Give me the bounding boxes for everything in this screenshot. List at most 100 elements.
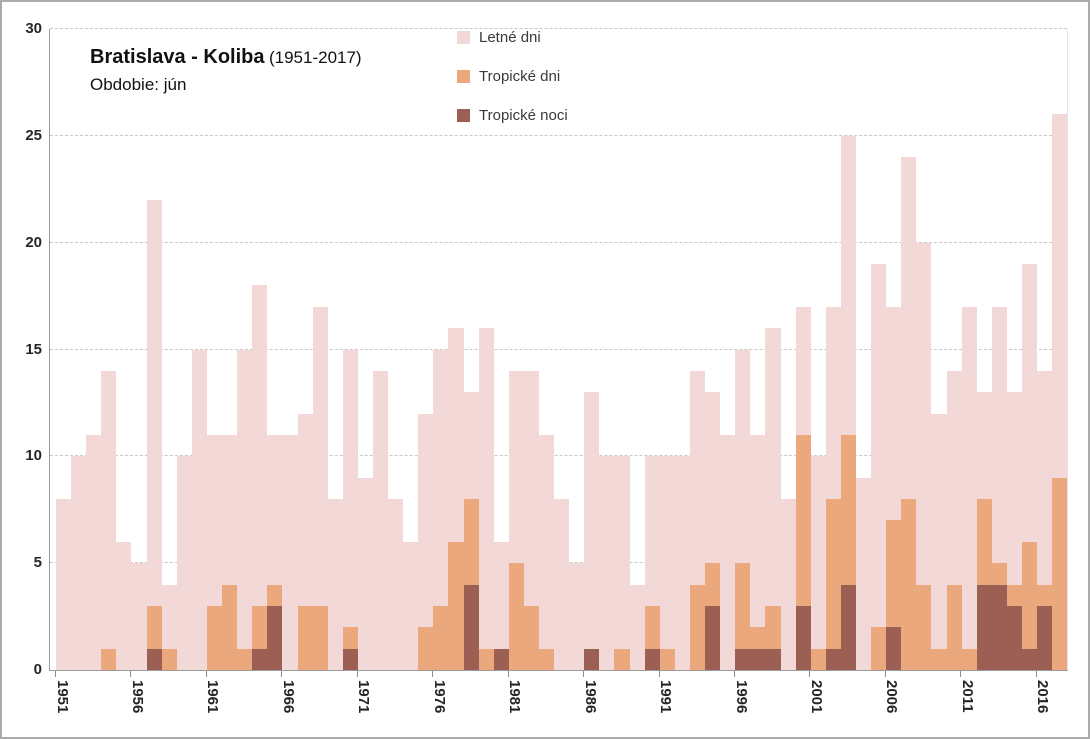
bar-tropicke-dni-1988	[614, 648, 630, 670]
column-1970	[342, 29, 358, 670]
bar-tropicke-noci-1980	[493, 648, 509, 670]
bar-letne-dni-1980	[493, 541, 509, 670]
x-tick-label-2016: 2016	[1034, 680, 1052, 714]
bar-tropicke-noci-2002	[825, 648, 841, 670]
bar-letne-dni-1971	[357, 477, 373, 670]
bar-tropicke-dni-2009	[931, 648, 947, 670]
bar-letne-dni-1991	[659, 456, 675, 670]
x-tick-1991	[658, 671, 660, 677]
bar-tropicke-dni-1983	[539, 648, 555, 670]
bar-letne-dni-1963	[237, 349, 253, 670]
bar-tropicke-noci-1994	[705, 605, 721, 670]
bar-tropicke-noci-1997	[750, 648, 766, 670]
bar-tropicke-dni-1963	[237, 648, 253, 670]
column-2017	[1052, 29, 1068, 670]
bar-tropicke-noci-1970	[342, 648, 358, 670]
x-tick-1956	[130, 671, 132, 677]
column-1981	[508, 29, 524, 670]
bar-letne-dni-1987	[599, 456, 615, 670]
bar-tropicke-dni-2007	[901, 499, 917, 670]
column-1999	[780, 29, 796, 670]
legend-item-tropicke-noci: Tropické noci	[457, 106, 568, 124]
bar-tropicke-noci-1998	[765, 648, 781, 670]
bar-letne-dni-1966	[282, 434, 298, 670]
bar-tropicke-dni-1958	[161, 648, 177, 670]
column-1973	[388, 29, 404, 670]
bar-tropicke-dni-2008	[916, 584, 932, 670]
y-tick-label-5: 5	[33, 554, 42, 572]
column-2004	[855, 29, 872, 670]
column-1952	[71, 29, 87, 670]
bar-tropicke-noci-1957	[146, 648, 162, 670]
bar-letne-dni-1958	[161, 584, 177, 670]
bar-tropicke-noci-1986	[584, 648, 600, 670]
bar-letne-dni-1956	[131, 563, 147, 670]
bar-letne-dni-1982	[523, 370, 539, 670]
column-2010	[946, 29, 962, 670]
y-tick-label-15: 15	[25, 340, 42, 358]
bar-tropicke-dni-2001	[810, 648, 826, 670]
bar-letne-dni-2001	[810, 456, 826, 670]
bar-letne-dni-1957	[146, 199, 162, 670]
bar-letne-dni-2011	[961, 306, 977, 670]
x-tick-1971	[356, 671, 358, 677]
x-tick-label-1966: 1966	[279, 680, 297, 714]
bar-letne-dni-1959	[176, 456, 192, 670]
bar-letne-dni-1984	[554, 499, 570, 670]
column-1958	[161, 29, 177, 670]
x-tick-label-1991: 1991	[657, 680, 675, 714]
column-1954	[101, 29, 117, 670]
column-1961	[206, 29, 223, 670]
bar-tropicke-dni-1976	[433, 605, 449, 670]
bar-tropicke-noci-2015	[1022, 648, 1038, 670]
column-1951	[56, 29, 72, 670]
x-tick-2006	[884, 671, 886, 677]
x-tick-1986	[583, 671, 585, 677]
column-2013	[991, 29, 1007, 670]
column-1994	[705, 29, 721, 670]
chart-title-block: Bratislava - Koliba (1951-2017) Obdobie:…	[90, 46, 362, 95]
column-1969	[327, 29, 343, 670]
bar-tropicke-dni-1991	[659, 648, 675, 670]
gridline-20	[50, 241, 1067, 243]
column-1977	[448, 29, 464, 670]
y-tick-label-10: 10	[25, 447, 42, 465]
x-tick-label-1986: 1986	[581, 680, 599, 714]
legend-item-tropicke-dni: Tropické dni	[457, 67, 568, 85]
column-2015	[1022, 29, 1038, 670]
chart-title-line: Bratislava - Koliba (1951-2017)	[90, 46, 362, 69]
bar-letne-dni-1953	[86, 434, 102, 670]
bar-tropicke-noci-2014	[1006, 605, 1022, 670]
bar-letne-dni-1989	[629, 584, 645, 670]
bar-letne-dni-1951	[56, 499, 72, 670]
bar-tropicke-dni-2015	[1022, 541, 1038, 670]
bar-letne-dni-1974	[403, 541, 419, 670]
x-tick-label-1961: 1961	[204, 680, 222, 714]
column-1962	[222, 29, 238, 670]
y-tick-label-30: 30	[25, 20, 42, 37]
bar-tropicke-noci-2016	[1037, 605, 1053, 670]
x-tick-1951	[55, 671, 56, 677]
bar-tropicke-noci-2000	[795, 605, 811, 670]
column-1959	[176, 29, 192, 670]
bar-tropicke-dni-1962	[222, 584, 238, 670]
bar-letne-dni-1969	[327, 499, 343, 670]
column-2003	[840, 29, 856, 670]
column-1967	[297, 29, 313, 670]
legend-swatch-tropicke-dni	[457, 69, 470, 83]
bar-letne-dni-1979	[478, 328, 494, 670]
column-1968	[312, 29, 328, 670]
column-1974	[403, 29, 419, 670]
bar-letne-dni-1999	[780, 499, 796, 670]
column-1986	[584, 29, 600, 670]
legend-label-tropicke-dni: Tropické dni	[479, 67, 561, 85]
column-1995	[720, 29, 736, 670]
column-2000	[795, 29, 811, 670]
legend: Letné dni Tropické dni Tropické noci	[457, 28, 568, 124]
bar-letne-dni-1975	[418, 413, 434, 670]
column-1971	[357, 29, 373, 670]
bar-tropicke-dni-1996	[735, 563, 751, 670]
bar-tropicke-noci-1996	[735, 648, 751, 670]
y-tick-label-25: 25	[25, 126, 42, 144]
